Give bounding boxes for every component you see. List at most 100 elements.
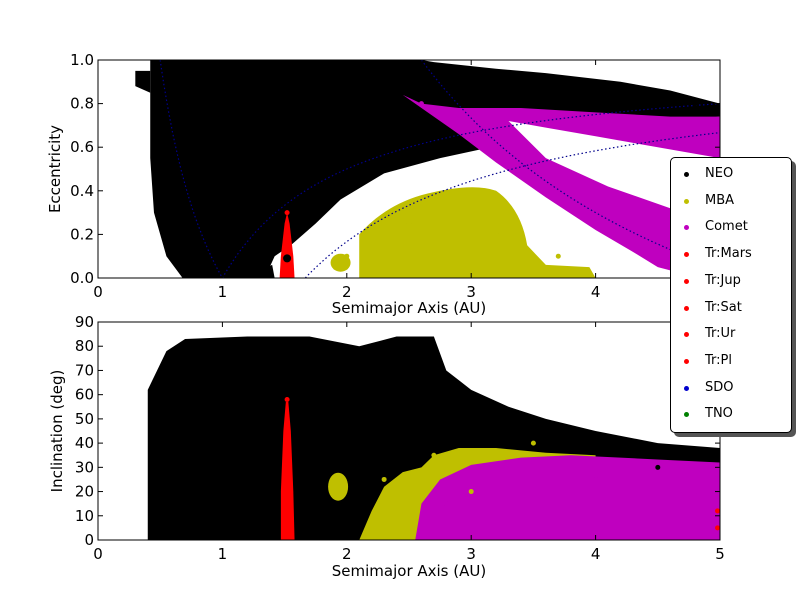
point-comet [593,476,599,482]
top-y-tick-label: 0.4 [70,182,94,200]
legend-label: Tr:Pl [705,352,732,368]
point-neo [692,101,698,107]
reference-curve [304,132,719,278]
mars-trojan-region [279,212,295,278]
point-neo [282,367,288,373]
legend-marker-icon [684,305,689,311]
legend-marker-icon [684,385,689,391]
point-tr-mars [284,210,290,216]
point-neo [530,428,536,434]
point-tr-mars [284,476,290,482]
point-neo [170,166,176,172]
point-tr-mars [284,264,290,270]
bottom-x-tick-label: 1 [218,545,228,563]
point-tr-jup [715,508,720,514]
legend-item: Tr:Jup [671,271,791,293]
top-x-tick-label: 3 [466,283,476,301]
bottom-y-axis-label: Inclination (deg) [48,370,66,493]
legend-label: NEO [705,166,734,181]
legend-marker-icon [684,172,689,177]
legend-item: Tr:Sat [671,298,791,320]
legend-item: Tr:Ur [671,324,791,346]
legend-marker-icon [684,412,689,418]
legend-label: Tr:Ur [705,326,736,342]
legend-label: MBA [705,192,735,208]
bottom-y-tick-label: 10 [75,507,94,525]
legend-label: Comet [705,219,748,235]
point-neo [381,392,387,398]
neo-region [265,264,275,278]
point-tr-mars [284,231,290,237]
bottom-y-tick-label: 80 [75,337,94,355]
legend-marker-icon [684,252,689,258]
legend-label: Tr:Sat [705,299,742,315]
bottom-y-tick-label: 50 [75,410,94,428]
point-mba [381,476,387,482]
legend-item: Tr:Pl [671,351,791,373]
legend-label: Tr:Jup [705,272,741,288]
bottom-x-tick-label: 4 [591,545,601,563]
point-neo [257,231,263,237]
legend-marker-icon [684,198,689,204]
top-scatter-panel: 0 1 2 3 4 0.0 0.2 0.4 0.6 0.8 1.0 Semimajor Axis (… [46,51,721,317]
point-tr-mars [284,525,290,531]
bottom-x-tick-label: 3 [466,545,476,563]
legend: NEO MBA Comet Tr:Mars Tr:Jup Tr:Sat Tr:Ur Tr:Pl… [670,157,792,433]
top-y-tick-label: 0.2 [70,225,94,243]
point-tr-jup [715,525,720,531]
point-tr-mars [284,397,290,403]
point-mba [555,253,561,259]
bottom-x-tick-label: 5 [715,545,725,563]
top-y-tick-label: 0.8 [70,95,94,113]
top-x-tick-label: 2 [342,283,352,301]
comet-region [402,94,720,278]
top-x-axis-label: Semimajor Axis (AU) [332,299,486,317]
comet-region [415,455,720,540]
point-neo [530,90,536,96]
point-comet [493,464,499,470]
bottom-y-tick-label: 0 [84,531,94,549]
bottom-x-axis-label: Semimajor Axis (AU) [332,562,486,580]
top-x-tick-label: 0 [93,283,103,301]
bottom-y-tick-label: 60 [75,386,94,404]
top-x-tick-label: 4 [591,283,601,301]
point-neo [157,489,163,495]
reference-marker [283,254,292,263]
point-neo [655,464,661,470]
point-comet [443,501,449,507]
bottom-x-tick-label: 0 [93,545,103,563]
point-comet [593,188,599,194]
top-y-axis-label: Eccentricity [46,125,64,213]
bottom-y-tick-label: 90 [75,313,94,331]
legend-item: SDO [671,378,791,400]
point-neo [219,210,225,216]
legend-marker-icon [684,332,689,338]
bottom-y-tick-label: 20 [75,483,94,501]
point-comet [493,144,499,150]
legend-item: Tr:Mars [671,244,791,266]
point-neo [406,90,412,96]
legend-item: NEO [671,164,791,186]
legend-marker-icon [684,358,689,364]
point-mba [338,484,344,490]
mba-region [359,187,596,278]
comet-gap [508,121,720,224]
legend-item: Comet [671,217,791,239]
point-comet [717,122,720,128]
point-mba [493,231,499,237]
top-y-tick-label: 0.0 [70,269,94,287]
point-mba [344,253,350,259]
legend-marker-icon [684,278,689,284]
top-y-tick-label: 0.6 [70,138,94,156]
legend-label: SDO [705,379,734,395]
neo-region [135,70,151,93]
legend-label: TNO [705,406,733,422]
bottom-y-tick-label: 70 [75,361,94,379]
legend-item: MBA [671,191,791,213]
point-mba [406,221,412,226]
point-neo [219,440,225,446]
point-tr-mars [284,428,290,434]
bottom-y-tick-label: 30 [75,458,94,476]
